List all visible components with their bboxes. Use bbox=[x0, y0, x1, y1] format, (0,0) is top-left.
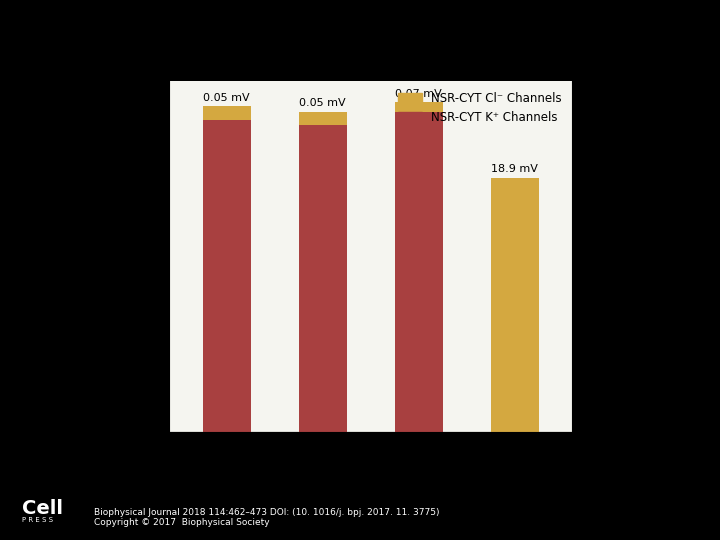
Bar bbox=[203, 120, 251, 432]
Text: Biophysical Journal 2018 114:462–473 DOI: (10. 1016/j. bpj. 2017. 11. 3775): Biophysical Journal 2018 114:462–473 DOI… bbox=[94, 508, 439, 517]
Bar bbox=[203, 106, 251, 120]
Text: Cell: Cell bbox=[22, 500, 63, 518]
Text: 0.05 mV: 0.05 mV bbox=[204, 93, 250, 103]
Bar bbox=[395, 112, 443, 432]
Text: Diastole: Diastole bbox=[189, 64, 246, 77]
Text: 18.9 mV: 18.9 mV bbox=[491, 164, 539, 174]
Text: 0.07 mV: 0.07 mV bbox=[395, 89, 442, 98]
Text: Figure 6: Figure 6 bbox=[329, 16, 391, 31]
Legend: NSR-CYT Cl⁻ Channels, NSR-CYT K⁺ Channels: NSR-CYT Cl⁻ Channels, NSR-CYT K⁺ Channel… bbox=[393, 87, 567, 128]
Bar bbox=[299, 125, 347, 432]
Text: Copyright © 2017  Biophysical Society: Copyright © 2017 Biophysical Society bbox=[94, 518, 269, 528]
Y-axis label: Charges moved (thousands): Charges moved (thousands) bbox=[125, 168, 138, 345]
Text: P R E S S: P R E S S bbox=[22, 517, 53, 523]
Y-axis label: Percent of total diastolic countercurrent: Percent of total diastolic countercurren… bbox=[616, 132, 629, 381]
Bar bbox=[491, 178, 539, 432]
Bar bbox=[395, 102, 443, 112]
Bar bbox=[299, 112, 347, 125]
Text: 0.05 mV: 0.05 mV bbox=[300, 98, 346, 108]
